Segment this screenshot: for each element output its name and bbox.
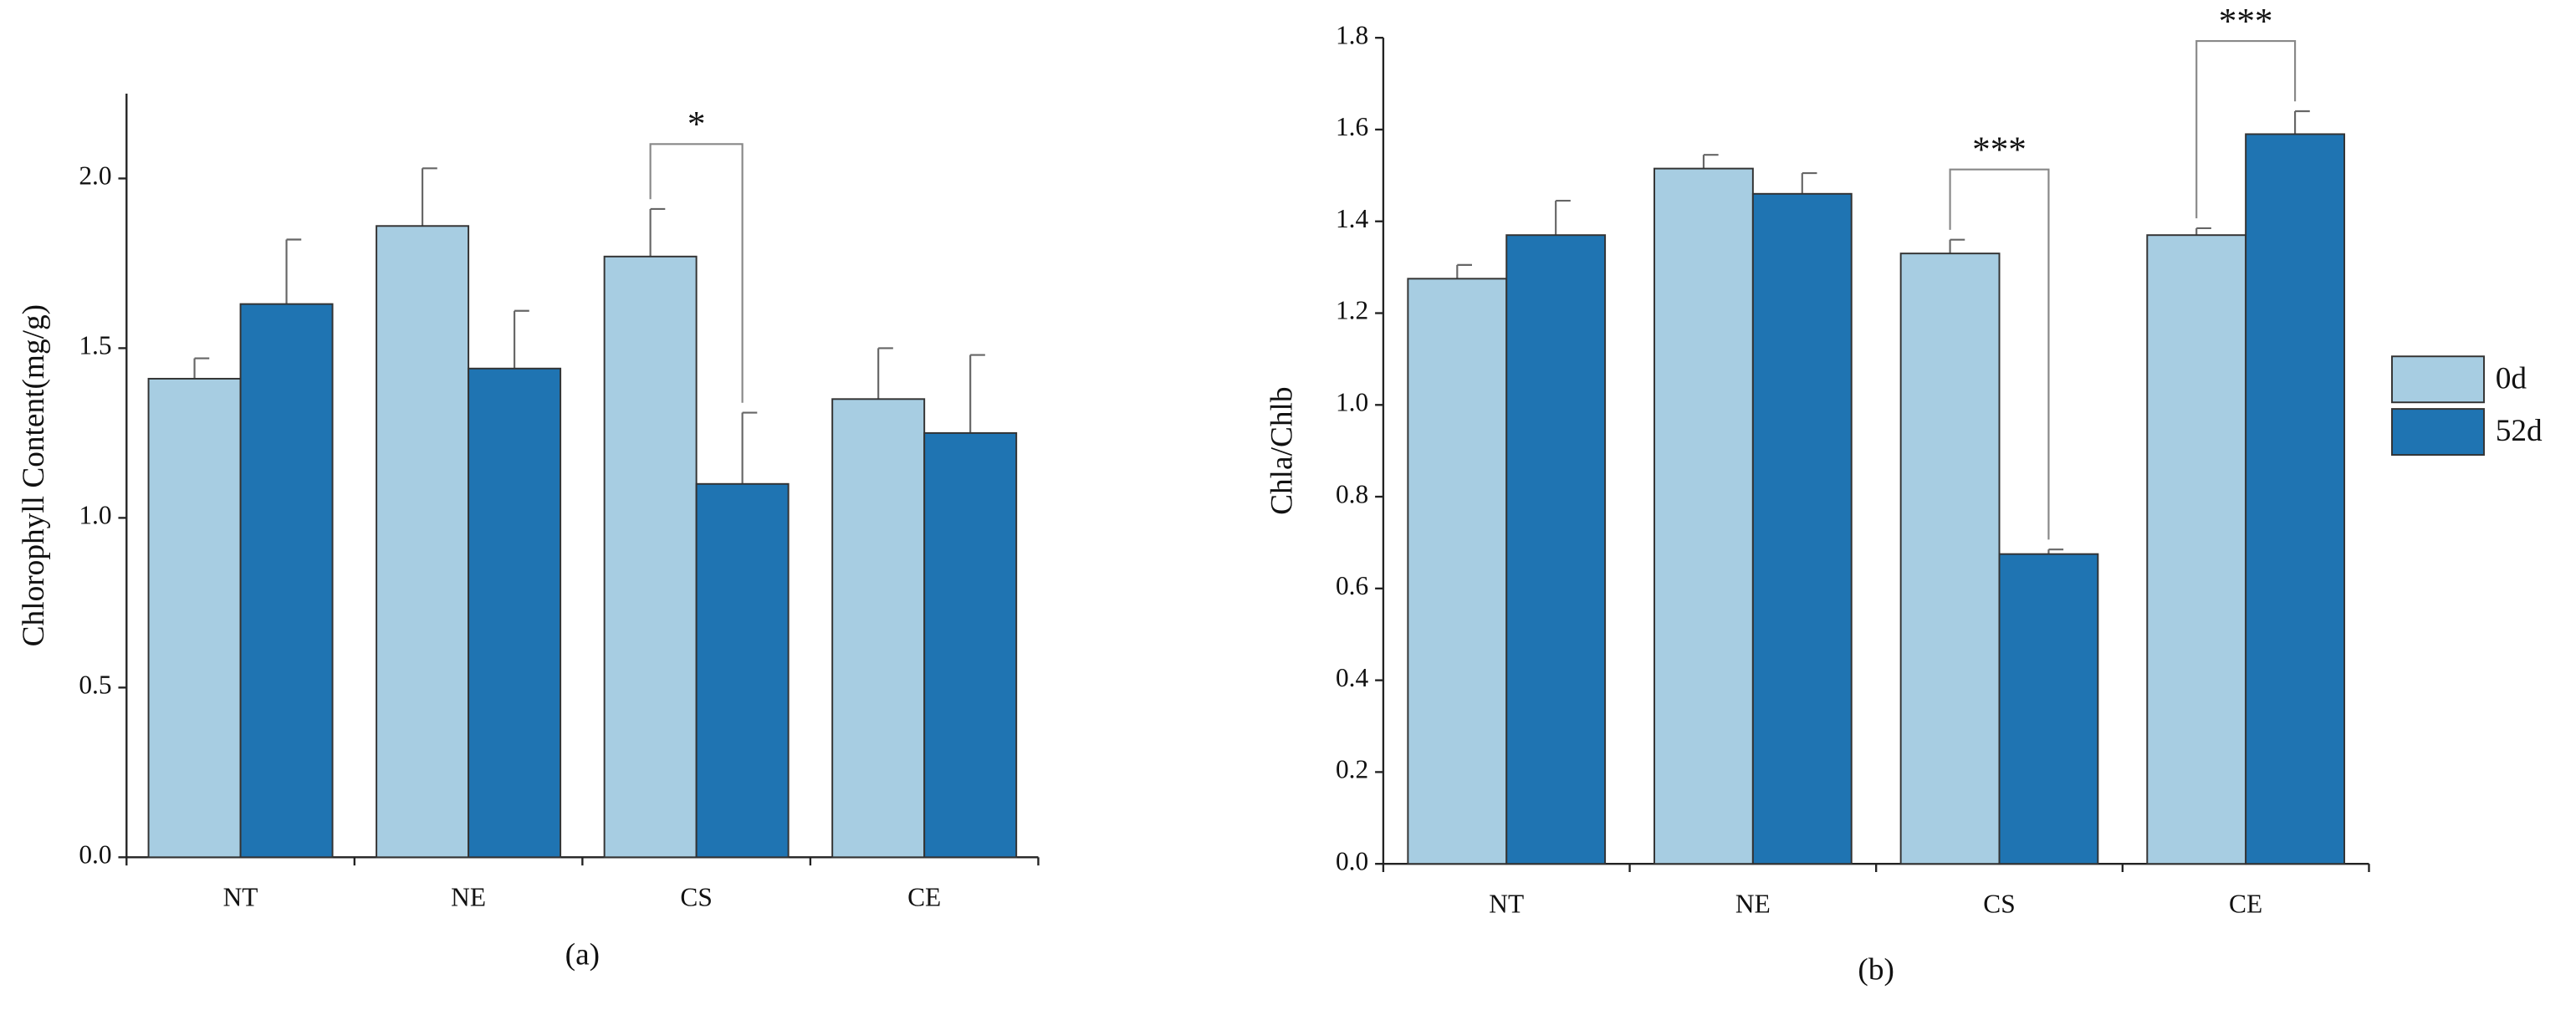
y-tick-label: 0.6 <box>1336 571 1368 600</box>
y-tick-label: 1.8 <box>1336 20 1368 49</box>
significance-bracket <box>1949 168 2050 540</box>
legend-label: 52d <box>2496 414 2543 448</box>
significance-label: * <box>687 105 706 145</box>
y-tick-label: 0.4 <box>1336 663 1369 692</box>
y-tick-label: 0.8 <box>1336 479 1368 508</box>
x-tick-label: CE <box>907 883 941 912</box>
y-axis-label: Chla/Chlb <box>1265 386 1300 514</box>
bar <box>468 367 562 859</box>
significance-bracket <box>649 143 744 403</box>
bar <box>695 482 790 859</box>
y-tick-label: 1.6 <box>1336 112 1368 141</box>
x-tick-label: NT <box>1489 889 1524 918</box>
significance-label: *** <box>1972 130 2027 170</box>
bar <box>1505 234 1607 865</box>
y-tick-label: 0.2 <box>1336 755 1368 784</box>
x-tick-label: CS <box>1983 889 2015 918</box>
y-tick-label: 0.0 <box>79 840 111 870</box>
x-tick-label: NE <box>451 883 486 912</box>
x-tick-label: CS <box>680 883 712 912</box>
bar <box>831 398 926 859</box>
legend-swatch <box>2390 408 2485 457</box>
significance-bracket <box>2195 39 2297 219</box>
y-tick-label: 1.0 <box>79 501 111 530</box>
bar <box>1998 553 2099 865</box>
legend-swatch <box>2390 355 2485 404</box>
caption: (b) <box>1858 952 1894 987</box>
chart: 0.0 0.2 0.4 0.6 0.8 1.0 1.2 1.4 1.6 1.8 Chla/Chlb (… <box>1265 1 2543 987</box>
y-axis-label: Chlorophyll Content(mg/g) <box>17 304 51 646</box>
y-tick-label: 2.0 <box>79 161 111 191</box>
bar <box>376 225 470 859</box>
bar <box>147 377 242 859</box>
caption: (a) <box>565 938 600 972</box>
y-tick-label: 1.4 <box>1336 204 1369 233</box>
bar <box>1653 167 1754 865</box>
bar <box>1407 278 1508 865</box>
x-tick-label: CE <box>2229 889 2262 918</box>
bar <box>1751 192 1853 865</box>
bar <box>1899 252 2001 865</box>
y-tick-label: 1.0 <box>1336 387 1368 416</box>
y-tick-label: 1.5 <box>79 331 111 360</box>
y-tick-label: 0.5 <box>79 671 111 700</box>
significance-label: *** <box>2219 1 2273 41</box>
x-tick-label: NT <box>223 883 258 912</box>
y-tick-label: 1.2 <box>1336 296 1368 325</box>
legend-label: 0d <box>2496 361 2527 395</box>
bar <box>2245 133 2345 865</box>
bar <box>2146 234 2247 865</box>
bar <box>239 303 334 859</box>
bar <box>603 255 698 859</box>
chart: 0.0 0.5 1.0 1.5 2.0 Chlorophyll Content(mg/g)… <box>17 93 1040 972</box>
x-tick-label: NE <box>1735 889 1771 918</box>
bar <box>923 431 1018 859</box>
y-tick-label: 0.0 <box>1336 846 1368 875</box>
